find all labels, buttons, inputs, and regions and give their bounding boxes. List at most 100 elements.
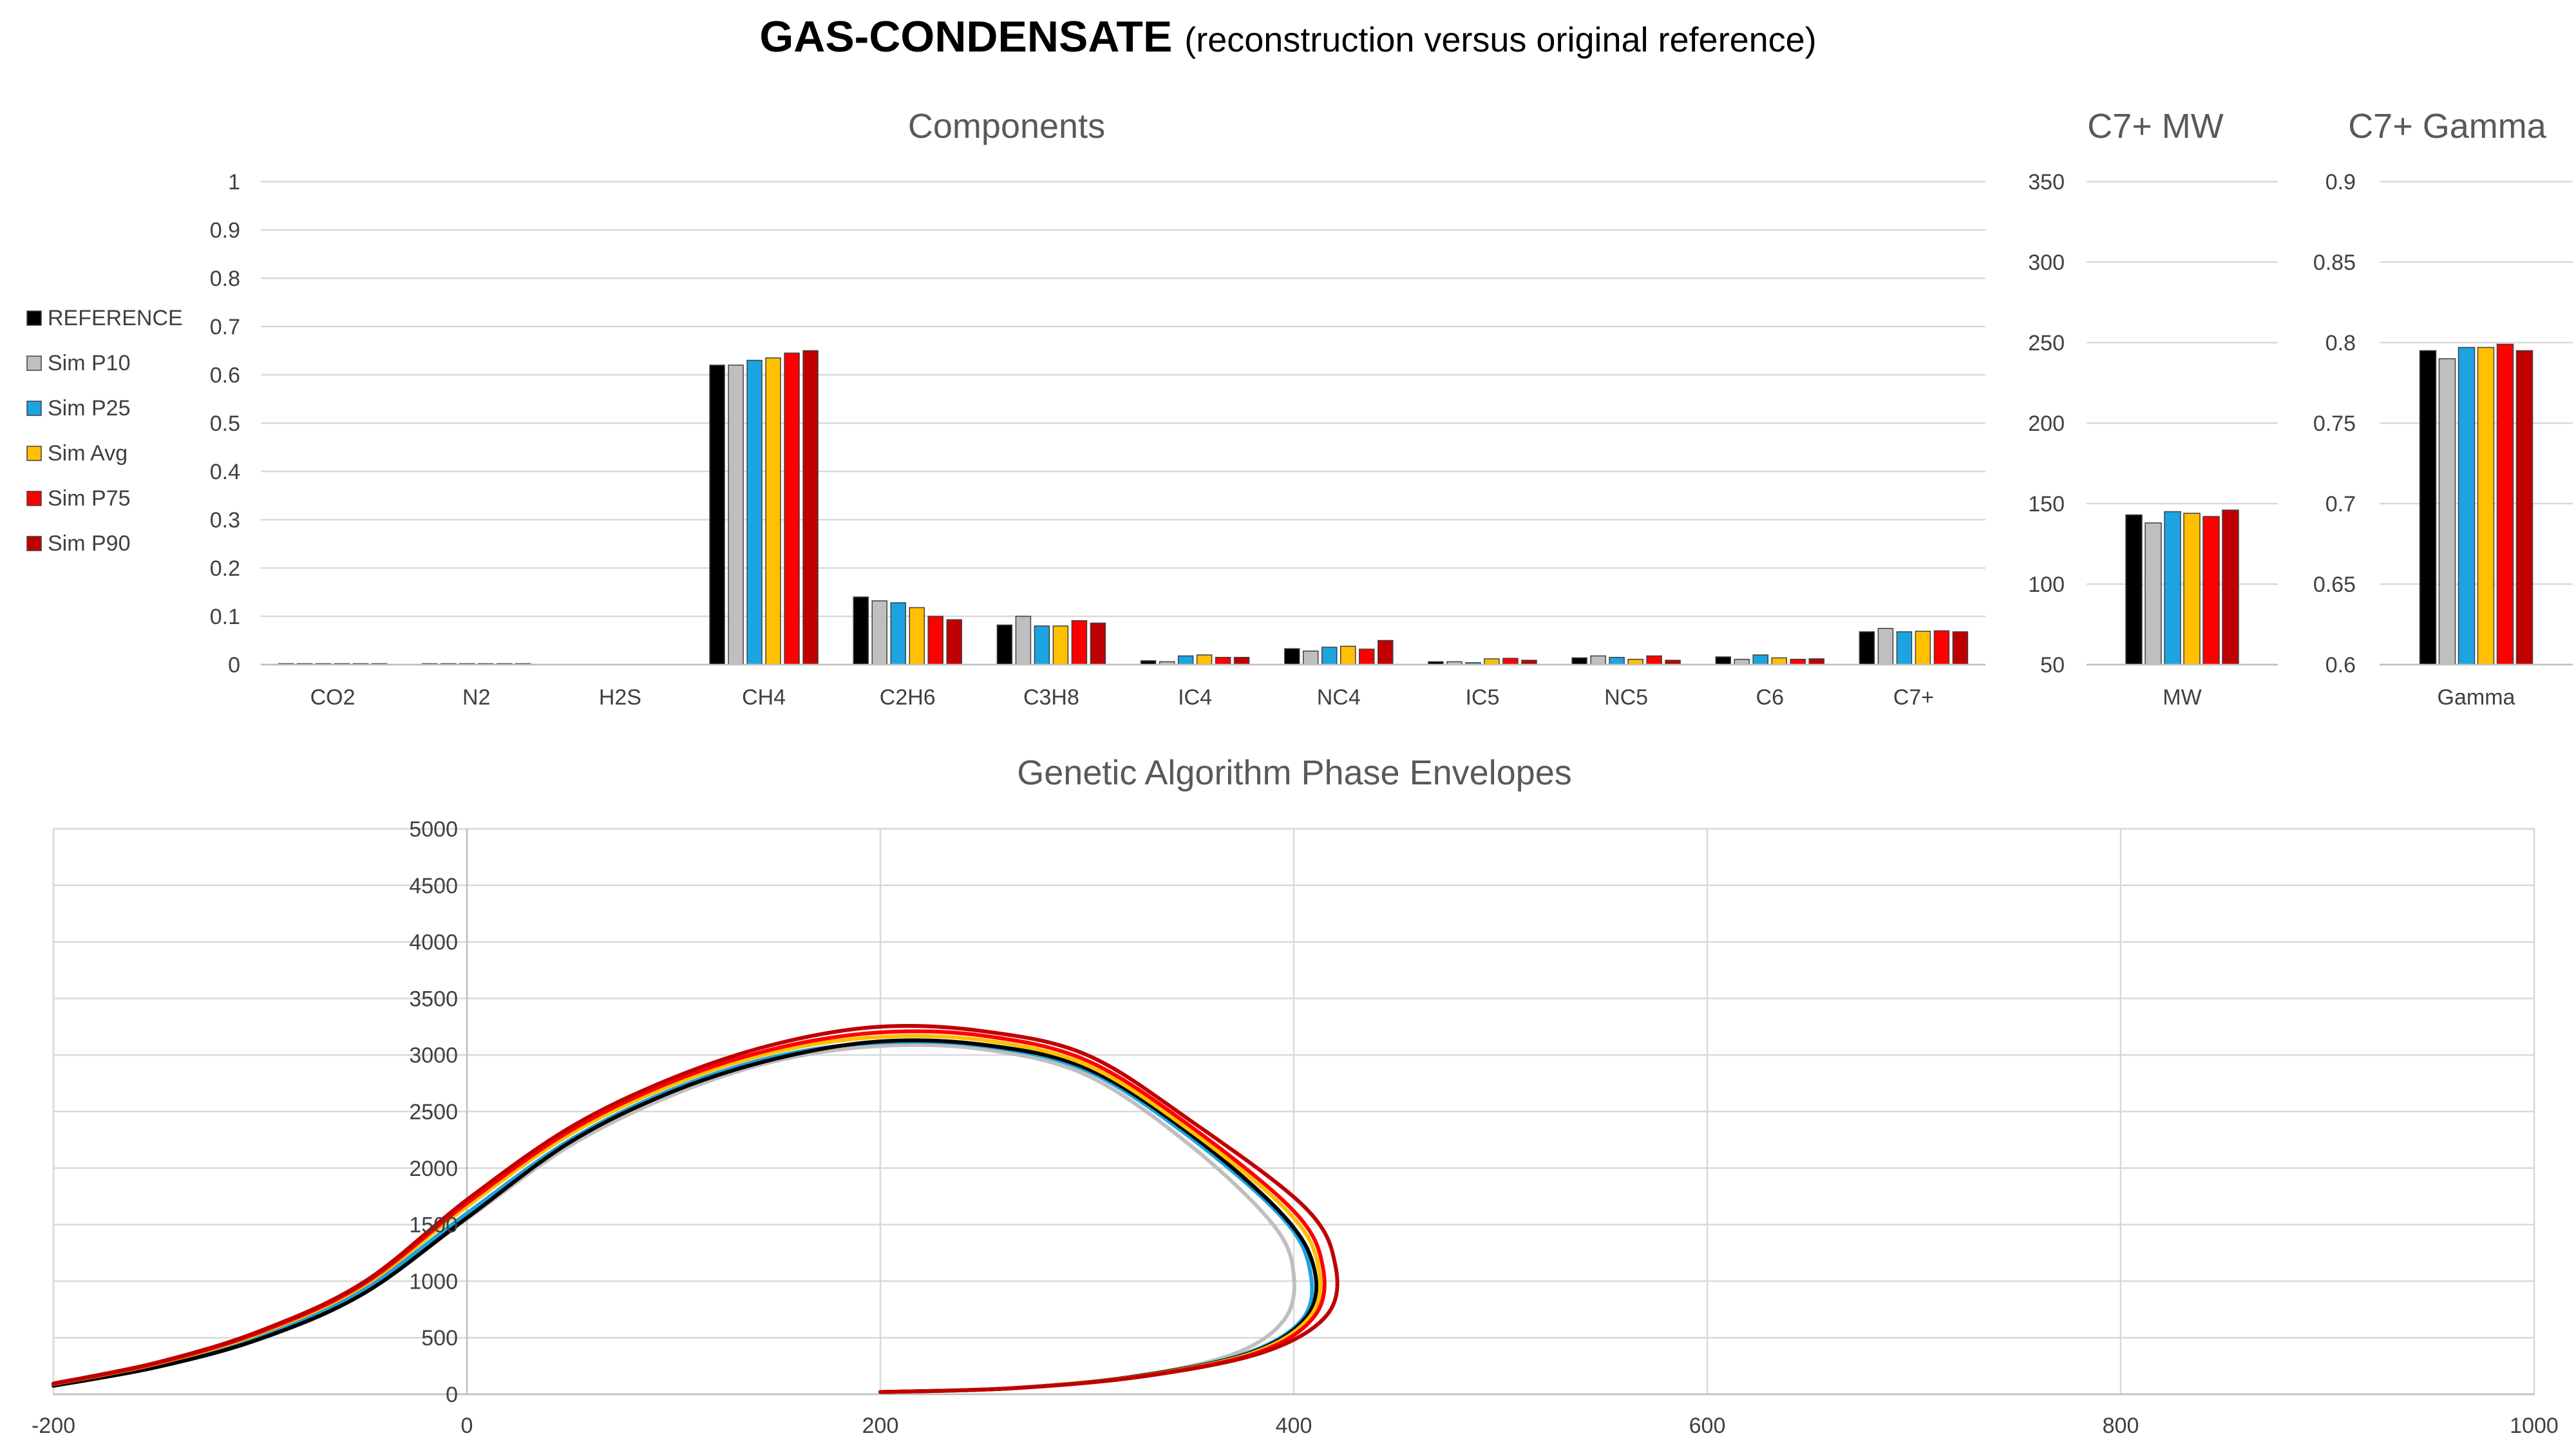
legend-label: Sim Avg (48, 441, 128, 466)
y-tick-label: 0.65 (2313, 573, 2356, 597)
x-tick-label: C7+ (1893, 685, 1934, 710)
bar-chart-2: C7+ Gamma 0.6 0.65 0.7 0.75 0.8 0.85 0.9 Gamma (2313, 107, 2573, 710)
x-tick-label: 1000 (2510, 1414, 2559, 1438)
y-tick-label: 50 (2040, 653, 2065, 677)
bar-sim-avg-ic5 (1484, 658, 1500, 665)
bar-reference-nc5 (1571, 657, 1587, 665)
x-tick-label: C2H6 (880, 685, 936, 710)
y-tick-label: 2000 (409, 1157, 458, 1181)
chart-title: C7+ Gamma (2348, 107, 2547, 146)
y-tick-label: 0.4 (210, 460, 240, 484)
bar-sim-p10-nc4 (1303, 650, 1319, 665)
x-tick-label: -200 (32, 1414, 75, 1438)
bar-sim-p25-c7 (1896, 631, 1913, 665)
title-main: GAS-CONDENSATE (759, 12, 1173, 61)
y-tick-label: 0.3 (210, 508, 240, 533)
bar-reference-c2h6 (853, 596, 869, 665)
y-tick-label: 0.2 (210, 556, 240, 581)
bar-sim-avg-mw (2183, 513, 2201, 665)
y-tick-label: 5000 (409, 817, 458, 842)
bar-sim-avg-ic4 (1196, 654, 1213, 665)
bar-sim-p25-ch4 (746, 359, 762, 665)
y-tick-label: 0 (228, 653, 240, 677)
envelope-line-sim-p90 (52, 1024, 1340, 1394)
bar-sim-p10-mw (2145, 522, 2162, 665)
x-tick-label: IC4 (1178, 685, 1212, 710)
bar-sim-avg-c2h6 (909, 607, 925, 665)
bar-sim-p75-c2h6 (927, 616, 943, 665)
bar-sim-p90-c6 (1808, 658, 1824, 665)
bar-sim-p10-nc5 (1590, 655, 1606, 665)
bar-sim-p25-c3h8 (1034, 625, 1050, 665)
y-tick-label: 350 (2028, 170, 2065, 194)
page-title: GAS-CONDENSATE (reconstruction versus or… (0, 12, 2576, 62)
bar-sim-p90-c7 (1952, 631, 1969, 665)
y-tick-label: 100 (2028, 573, 2065, 597)
bar-sim-p75-c7 (1933, 630, 1950, 665)
y-tick-label: 2500 (409, 1100, 458, 1124)
legend-swatch (26, 536, 42, 551)
y-tick-label: 150 (2028, 492, 2065, 516)
x-tick-label: CH4 (742, 685, 786, 710)
x-tick-label: MW (2163, 685, 2201, 710)
x-tick-label: NC4 (1317, 685, 1361, 710)
bar-sim-p90-nc4 (1378, 639, 1394, 665)
y-tick-label: 3500 (409, 987, 458, 1011)
y-tick-label: 0.85 (2313, 251, 2356, 275)
bar-sim-p75-ic4 (1215, 657, 1231, 665)
bar-sim-p10-ch4 (728, 365, 744, 665)
y-tick-label: 1000 (409, 1269, 458, 1294)
bar-sim-p75-nc5 (1646, 655, 1662, 665)
x-tick-label: C3H8 (1023, 685, 1079, 710)
x-tick-label: 400 (1276, 1414, 1312, 1438)
bar-sim-p10-gamma (2438, 358, 2456, 665)
x-tick-label: 200 (862, 1414, 899, 1438)
bar-sim-p25-nc5 (1609, 657, 1625, 665)
legend-swatch (26, 401, 42, 416)
y-tick-label: 0.8 (2325, 331, 2356, 355)
bar-sim-p25-nc4 (1321, 647, 1338, 665)
y-tick-label: 0.9 (2325, 170, 2356, 194)
bar-sim-p75-nc4 (1359, 649, 1375, 665)
x-tick-label: CO2 (310, 685, 355, 710)
legend-label: Sim P75 (48, 486, 131, 511)
bar-sim-p25-ic4 (1177, 655, 1194, 665)
bar-sim-p90-ch4 (802, 350, 819, 665)
y-tick-label: 0.8 (210, 267, 240, 291)
y-tick-label: 0.7 (2325, 492, 2356, 516)
bar-sim-avg-ch4 (765, 357, 781, 665)
bar-sim-p25-mw (2164, 511, 2181, 665)
bar-sim-p75-c3h8 (1071, 620, 1088, 665)
bar-reference-c3h8 (996, 624, 1013, 665)
legend-label: REFERENCE (48, 306, 183, 330)
legend-label: Sim P90 (48, 531, 131, 556)
x-tick-label: N2 (462, 685, 490, 710)
bar-sim-p25-c2h6 (890, 602, 906, 665)
y-tick-label: 0.9 (210, 218, 240, 243)
bar-sim-avg-c6 (1771, 657, 1787, 665)
bar-sim-p75-ic5 (1502, 658, 1519, 665)
bar-sim-avg-gamma (2477, 346, 2495, 665)
x-tick-label: 0 (461, 1414, 473, 1438)
title-sub: (reconstruction versus original referenc… (1184, 21, 1817, 59)
bar-sim-avg-c3h8 (1052, 625, 1069, 665)
bar-sim-p10-c7 (1877, 628, 1894, 665)
chart-title: Genetic Algorithm Phase Envelopes (1017, 753, 1572, 792)
bar-sim-p90-mw (2222, 509, 2239, 665)
x-tick-label: 600 (1689, 1414, 1726, 1438)
y-tick-label: 0.75 (2313, 412, 2356, 436)
y-tick-label: 200 (2028, 412, 2065, 436)
y-tick-label: 0.1 (210, 605, 240, 629)
bar-reference-c6 (1715, 656, 1731, 665)
bar-sim-p25-c6 (1752, 654, 1768, 665)
y-tick-label: 1500 (409, 1213, 458, 1238)
bar-chart-0: Components 0 0.1 0.2 0.3 0.4 0.5 0.6 0.7 0.8 0.9 1 C… (210, 107, 1985, 710)
y-tick-label: 300 (2028, 251, 2065, 275)
bar-sim-p25-gamma (2458, 346, 2476, 665)
bar-sim-p10-c2h6 (871, 600, 887, 665)
legend-swatch (26, 491, 42, 506)
y-tick-label: 0 (446, 1383, 458, 1407)
bar-sim-p90-ic4 (1233, 657, 1250, 665)
y-tick-label: 250 (2028, 331, 2065, 355)
